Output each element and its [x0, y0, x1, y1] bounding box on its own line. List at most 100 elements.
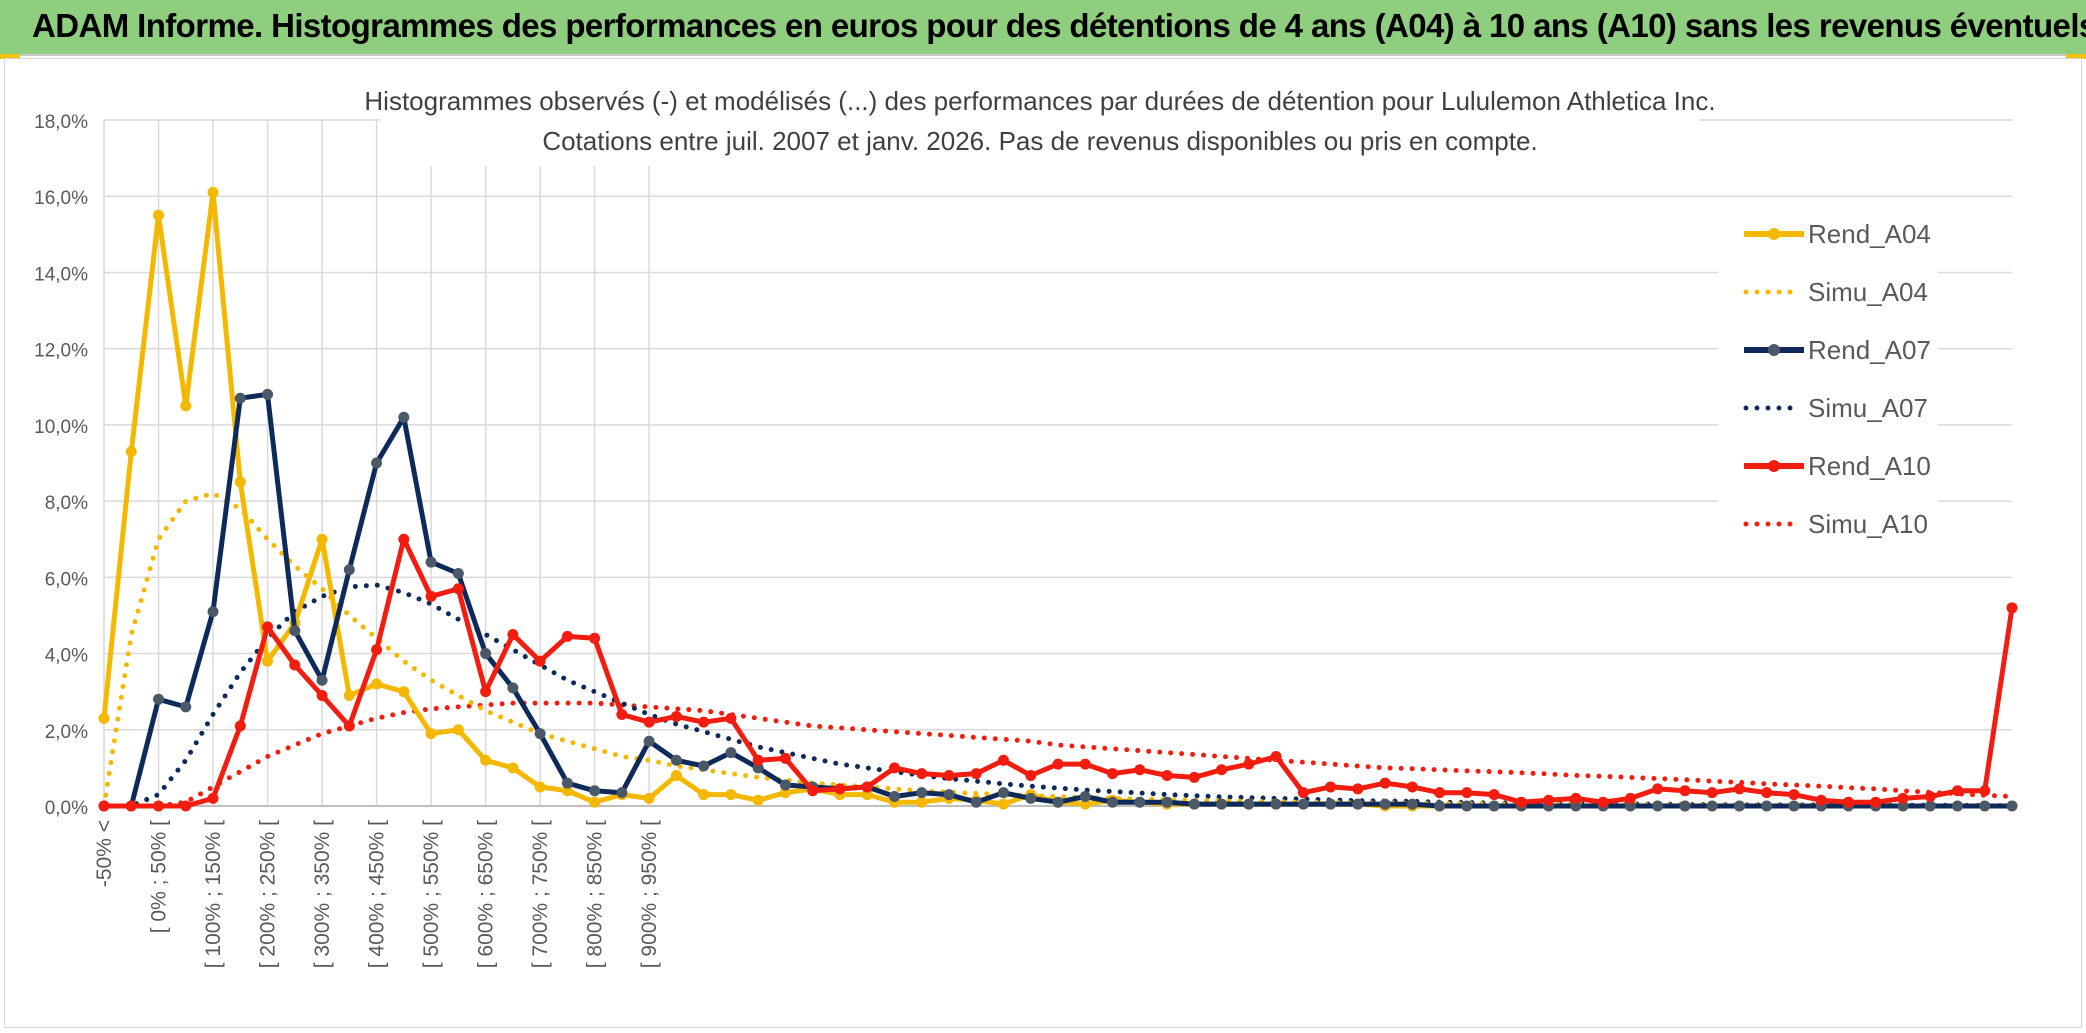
data-point — [1733, 800, 1745, 812]
y-tick-label: 18,0% — [34, 112, 88, 133]
x-tick-label: [ 300% ; 350% [ — [311, 820, 334, 968]
data-point — [1761, 800, 1773, 812]
data-point — [1570, 792, 1582, 804]
data-point — [1761, 787, 1773, 799]
data-point — [234, 720, 246, 732]
data-point — [888, 762, 900, 774]
data-point — [1216, 798, 1228, 810]
data-point — [725, 712, 737, 724]
data-point — [1815, 794, 1827, 806]
y-tick-label: 2,0% — [45, 722, 88, 743]
data-point — [1597, 796, 1609, 808]
data-point — [452, 724, 464, 736]
data-point — [1870, 796, 1882, 808]
data-point — [916, 787, 928, 799]
data-point — [1325, 781, 1337, 793]
data-point — [725, 747, 737, 759]
data-point — [779, 779, 791, 791]
x-tick-label: [ 0% ; 50% [ — [148, 820, 171, 933]
data-point — [507, 762, 519, 774]
data-point — [1461, 787, 1473, 799]
data-point — [670, 754, 682, 766]
data-point — [1924, 800, 1936, 812]
data-point — [1951, 800, 1963, 812]
data-point — [1679, 785, 1691, 797]
data-point — [289, 659, 301, 671]
data-point — [180, 701, 192, 713]
data-point — [207, 186, 219, 198]
data-point — [1897, 792, 1909, 804]
x-tick-label: [ 200% ; 250% [ — [257, 820, 280, 968]
data-point — [1406, 781, 1418, 793]
data-point — [1079, 798, 1091, 810]
legend-label: Rend_A07 — [1808, 335, 1931, 365]
data-point — [1897, 800, 1909, 812]
data-point — [534, 728, 546, 740]
data-point — [643, 735, 655, 747]
page-title: ADAM Informe. Histogrammes des performan… — [32, 7, 2086, 44]
legend-label: Simu_A04 — [1808, 277, 1928, 307]
data-point — [371, 644, 383, 656]
legend-marker — [1768, 460, 1780, 472]
x-tick-label: [ 700% ; 750% [ — [529, 820, 552, 968]
data-point — [1107, 768, 1119, 780]
data-point — [1979, 800, 1991, 812]
legend-label: Simu_A10 — [1808, 509, 1928, 539]
data-point — [561, 785, 573, 797]
data-point — [1270, 798, 1282, 810]
chart-frame — [4, 58, 2082, 1028]
y-tick-label: 16,0% — [34, 188, 88, 209]
data-point — [507, 682, 519, 694]
data-point — [207, 606, 219, 618]
corner-accent-left — [0, 54, 20, 59]
data-point — [1652, 783, 1664, 795]
corner-accent-right — [2066, 54, 2086, 59]
data-point — [1216, 764, 1228, 776]
y-tick-label: 4,0% — [45, 646, 88, 667]
data-point — [1052, 796, 1064, 808]
data-point — [153, 209, 165, 221]
data-point — [480, 686, 492, 698]
legend-label: Rend_A10 — [1808, 451, 1931, 481]
data-point — [153, 693, 165, 705]
data-point — [2006, 800, 2018, 812]
data-point — [343, 689, 355, 701]
y-tick-label: 10,0% — [34, 417, 88, 438]
data-point — [316, 674, 328, 686]
data-point — [589, 632, 601, 644]
data-point — [779, 752, 791, 764]
data-point — [98, 712, 110, 724]
data-point — [1052, 758, 1064, 770]
data-point — [289, 625, 301, 637]
data-point — [1243, 798, 1255, 810]
data-point — [1379, 798, 1391, 810]
chart-title: Histogrammes observés (-) et modélisés (… — [364, 86, 1715, 116]
legend-item-rend-a10: Rend_A10 — [1744, 451, 1931, 481]
data-point — [1188, 771, 1200, 783]
series-rend-a10 — [98, 533, 2018, 812]
data-point — [589, 785, 601, 797]
data-point — [888, 790, 900, 802]
data-point — [779, 787, 791, 799]
data-point — [807, 785, 819, 797]
data-point — [1951, 785, 1963, 797]
data-point — [725, 789, 737, 801]
data-point — [1543, 794, 1555, 806]
series-line-simu-a04 — [101, 490, 2015, 809]
legend: Rend_A04 Simu_A04 Rend_A07 Simu_A07 Rend_A10… — [1718, 200, 1938, 550]
data-point — [1979, 785, 1991, 797]
data-point — [1461, 800, 1473, 812]
data-point — [752, 754, 764, 766]
data-point — [425, 728, 437, 740]
y-tick-label: 12,0% — [34, 341, 88, 362]
data-point — [98, 800, 110, 812]
x-tick-label: [ 100% ; 150% [ — [202, 820, 225, 968]
data-point — [643, 716, 655, 728]
data-point — [534, 781, 546, 793]
data-point — [970, 796, 982, 808]
data-point — [1243, 758, 1255, 770]
data-point — [262, 388, 274, 400]
x-tick-label: [ 600% ; 650% [ — [475, 820, 498, 968]
data-point — [1107, 796, 1119, 808]
